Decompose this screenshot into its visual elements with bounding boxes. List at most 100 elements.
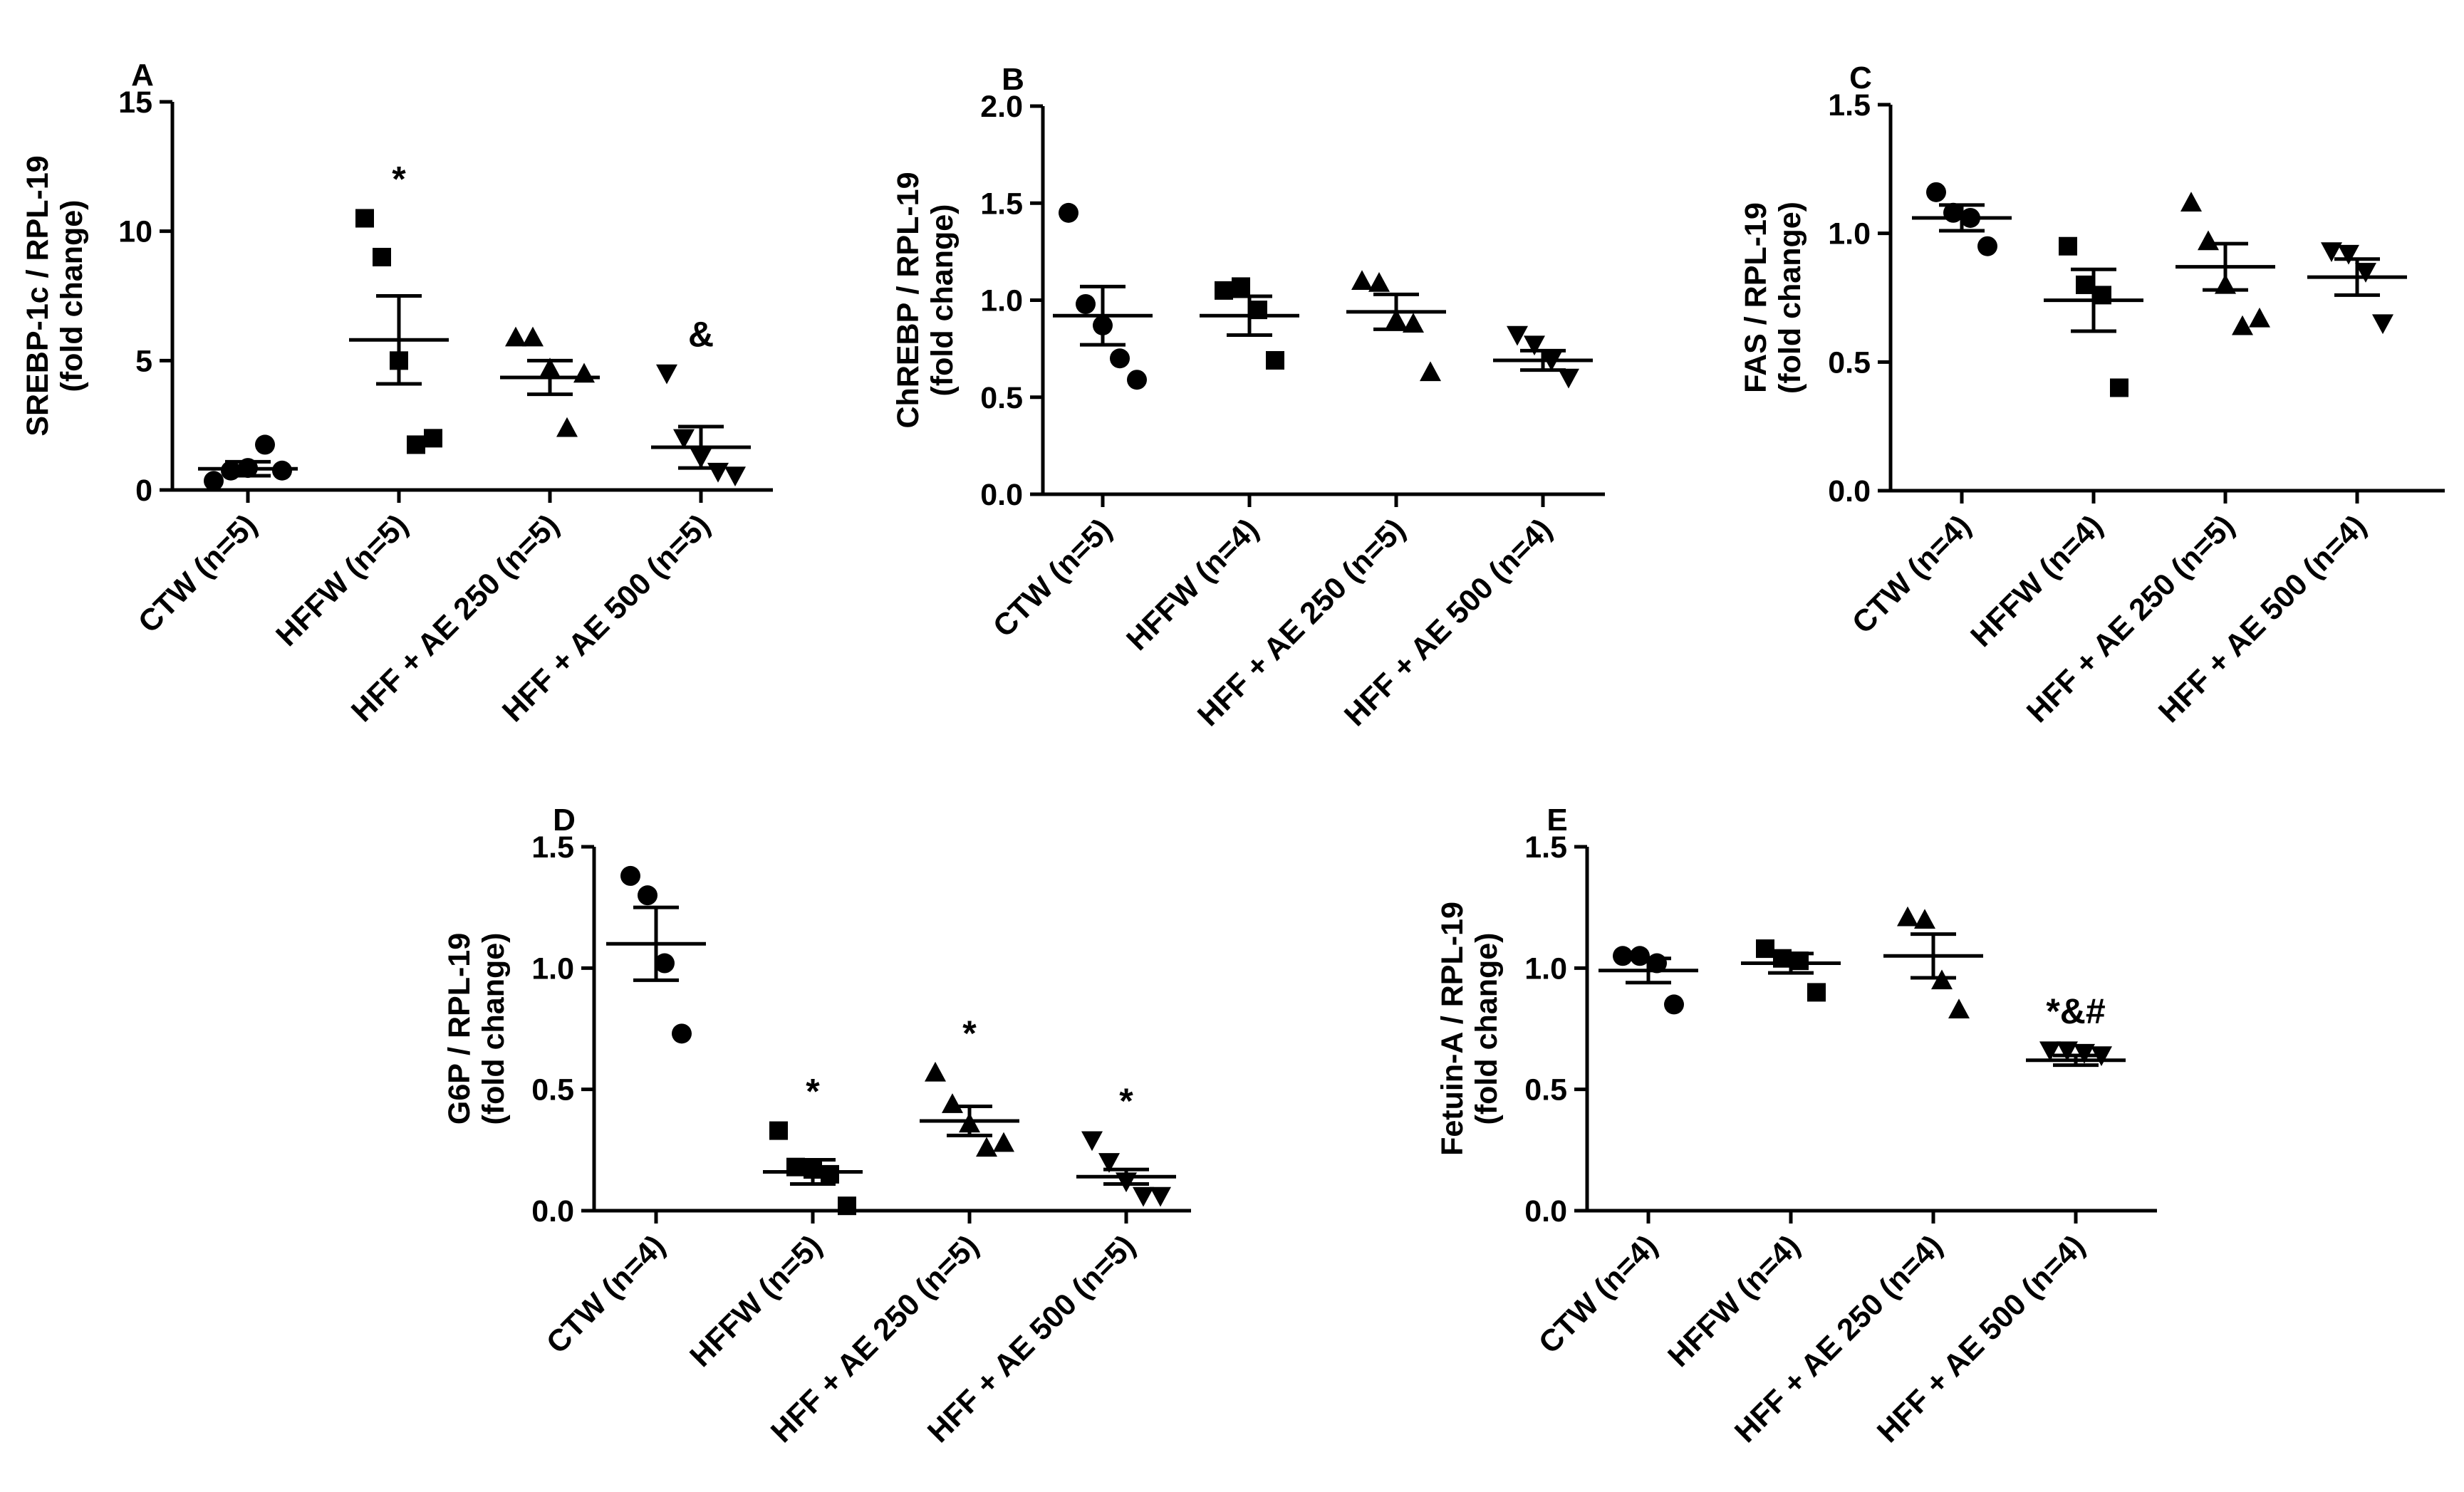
y-tick-label: 0.0 [531, 1194, 574, 1228]
data-point [1948, 998, 1970, 1018]
y-tick-label: 0.0 [1828, 474, 1871, 508]
data-point [1613, 946, 1633, 966]
data-point [1232, 277, 1250, 296]
group-4: HFF + AE 500 (n=4) [2152, 242, 2407, 729]
group-2: HFFW (n=4) [1661, 939, 1841, 1374]
panel-letter: D [553, 803, 576, 838]
y-tick-label: 0.5 [1524, 1073, 1567, 1107]
y-tick-label: 1.5 [980, 187, 1023, 221]
panel-letter: C [1849, 61, 1872, 95]
data-point [505, 326, 526, 347]
y-tick-label: 0.5 [531, 1073, 574, 1107]
data-point [2198, 230, 2219, 251]
data-point [522, 326, 544, 347]
data-point [1081, 1131, 1103, 1152]
data-point [838, 1196, 856, 1216]
y-tick-label: 1.0 [980, 284, 1023, 318]
panel-d: D 0.0 0.5 1.0 1.5 G6P / RPL-19(fold change) CT… [442, 803, 1191, 1449]
x-tick-label: CTW (n=5) [132, 508, 264, 640]
x-tick-label: HFFW (n=5) [683, 1228, 828, 1374]
data-point [573, 362, 595, 383]
data-point [1897, 906, 1918, 927]
data-point [655, 953, 675, 974]
group-2: HFFW (n=4) [1964, 236, 2143, 654]
data-point [1127, 370, 1147, 390]
group-1: CTW (n=5) [987, 202, 1153, 644]
data-point [2232, 315, 2253, 335]
y-tick-label: 0 [135, 474, 152, 508]
group-1: CTW (n=4) [1532, 946, 1698, 1360]
data-point [1150, 1186, 1171, 1207]
significance-annotation: *&# [2046, 991, 2105, 1031]
data-point [2039, 1041, 2061, 1062]
data-point [2180, 192, 2202, 212]
group-1: CTW (n=5) [132, 434, 298, 640]
y-axis-label: SREBP-1c / RPL-19(fold change) [21, 155, 89, 436]
y-axis-label: FAS / RPL-19(fold change) [1739, 202, 1807, 394]
y-tick-label: 15 [118, 85, 152, 120]
data-point [2249, 307, 2270, 328]
data-point [1368, 271, 1390, 292]
significance-annotation: * [962, 1013, 977, 1053]
x-tick-label: CTW (n=4) [1532, 1228, 1664, 1360]
data-point [942, 1093, 963, 1113]
data-point [1926, 182, 1946, 202]
panel-b: B 0.0 0.5 1.0 1.5 2.0 ChREBP / RPL-19(fold cha… [891, 62, 1605, 733]
data-point [255, 434, 275, 455]
data-point [1807, 983, 1826, 1002]
data-point [1076, 293, 1096, 314]
x-tick-label: HFFW (n=4) [1120, 512, 1265, 657]
data-point [2372, 314, 2393, 335]
group-2: HFFW (n=5) * [269, 160, 449, 653]
data-point [1630, 946, 1650, 966]
y-tick-label: 10 [118, 215, 152, 249]
data-point [1110, 348, 1130, 369]
data-point [724, 466, 746, 487]
data-point [373, 248, 391, 266]
data-point [707, 462, 729, 483]
data-point [672, 1023, 692, 1044]
data-point [1558, 368, 1579, 389]
data-point [2091, 1046, 2112, 1066]
y-tick-label: 1.0 [1828, 217, 1871, 251]
data-point [769, 1121, 788, 1140]
data-point [976, 1137, 997, 1157]
data-point [2057, 1041, 2078, 1062]
y-tick-label: 0.0 [1524, 1194, 1567, 1228]
data-point [620, 865, 640, 886]
group-1: CTW (n=4) [540, 865, 706, 1360]
data-point [925, 1061, 946, 1082]
data-point [1098, 1153, 1120, 1173]
y-tick-label: 2.0 [980, 90, 1023, 124]
significance-annotation: * [392, 160, 406, 199]
data-point [1420, 361, 1441, 382]
significance-annotation: & [688, 315, 714, 355]
data-point [993, 1132, 1014, 1152]
group-4: HFF + AE 500 (n=4)*&# [1871, 991, 2126, 1449]
x-tick-label: CTW (n=4) [540, 1228, 672, 1360]
panel-letter: A [131, 58, 154, 93]
y-axis-label: Fetuin-A / RPL-19(fold change) [1435, 902, 1504, 1156]
data-point [1266, 350, 1284, 370]
data-point [2076, 275, 2094, 294]
panel-e: E 0.0 0.5 1.0 1.5 Fetuin-A / RPL-19(fold chan… [1435, 803, 2157, 1449]
x-tick-label: CTW (n=4) [1846, 508, 1977, 640]
y-tick-label: 0.5 [1828, 345, 1871, 380]
x-tick-label: CTW (n=5) [987, 512, 1118, 644]
x-tick-label: HFFW (n=4) [1661, 1228, 1807, 1374]
data-point [2338, 244, 2359, 265]
data-point [1664, 994, 1684, 1015]
data-point [1351, 270, 1373, 290]
data-point [1507, 325, 1528, 346]
y-tick-label: 0.0 [980, 478, 1023, 512]
group-2: HFFW (n=5) * [683, 1072, 863, 1374]
panel-letter: E [1547, 803, 1567, 838]
data-point [407, 435, 425, 454]
data-point [221, 460, 241, 481]
data-point [1524, 335, 1545, 356]
significance-annotation: * [1119, 1081, 1133, 1121]
group-2: HFFW (n=4) [1120, 277, 1299, 657]
data-point [204, 471, 224, 491]
y-tick-label: 5 [135, 344, 152, 378]
